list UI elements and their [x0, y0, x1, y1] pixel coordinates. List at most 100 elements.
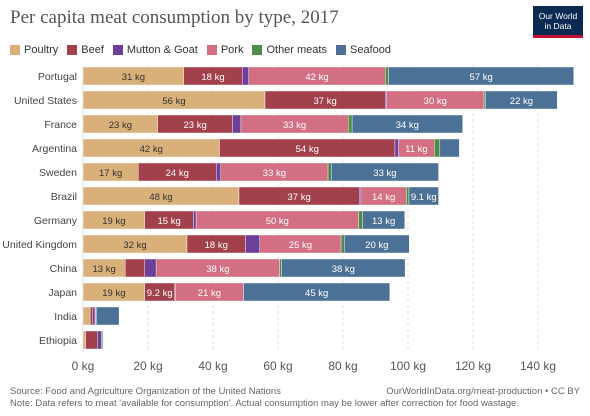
legend-label: Beef [81, 44, 104, 56]
category-label: United States [14, 95, 77, 107]
source-url[interactable]: OurWorldInData.org/meat-production • CC … [386, 386, 580, 397]
legend-item[interactable]: Other meats [252, 44, 327, 56]
data-label: 11 kg [405, 144, 428, 155]
bar-segment [340, 234, 345, 254]
data-label: 15 kg [158, 216, 181, 227]
data-label: 38 kg [206, 264, 229, 275]
legend-item[interactable]: Beef [67, 44, 104, 56]
data-label: 56 kg [162, 96, 185, 107]
data-label: 48 kg [149, 192, 172, 203]
legend-item[interactable]: Mutton & Goat [112, 44, 198, 56]
bar-segment [359, 186, 362, 206]
data-label: 13 kg [93, 264, 116, 275]
legend-swatch [112, 45, 123, 55]
bar-segment [483, 90, 486, 110]
data-label: 19 kg [102, 216, 125, 227]
bar-segment [485, 90, 558, 110]
category-label: United Kingdom [2, 239, 77, 251]
data-label: 9.1 kg [411, 192, 437, 203]
data-label: 38 kg [332, 264, 355, 275]
legend-label: Mutton & Goat [126, 44, 198, 56]
category-label: India [54, 311, 77, 323]
bar-segment [243, 282, 391, 302]
bar-segment [97, 330, 102, 350]
footnote: Note: Data refers to meat 'available for… [10, 398, 519, 409]
data-label: 21 kg [198, 288, 221, 299]
data-label: 42 kg [305, 72, 328, 83]
bar-segment [406, 186, 410, 206]
data-label: 9.2 kg [147, 288, 173, 299]
legend-swatch [206, 45, 217, 55]
bar-segment [394, 138, 399, 158]
x-tick-label: 60 kg [263, 359, 292, 373]
category-label: Brazil [51, 191, 77, 203]
data-label: 23 kg [184, 120, 207, 131]
x-tick-label: 20 kg [133, 359, 162, 373]
data-label: 17 kg [99, 168, 122, 179]
category-label: Ethiopia [39, 335, 77, 347]
data-label: 18 kg [201, 72, 224, 83]
bar-segment [434, 138, 441, 158]
data-label: 33 kg [283, 120, 306, 131]
legend: Poultry Beef Mutton & Goat Pork Other meats S… [10, 44, 391, 56]
bar-segment [89, 306, 93, 326]
bar-segment [331, 162, 439, 182]
data-label: 25 kg [289, 240, 312, 251]
data-label: 34 kg [396, 120, 419, 131]
legend-item[interactable]: Seafood [335, 44, 391, 56]
data-label: 24 kg [166, 168, 189, 179]
x-tick-label: 0 kg [72, 359, 95, 373]
data-label: 50 kg [266, 216, 289, 227]
logo-line-2: in Data [544, 21, 572, 31]
bar-segment [193, 210, 197, 230]
x-tick-label: 100 kg [390, 359, 426, 373]
legend-label: Pork [220, 44, 244, 56]
bar-segment [408, 186, 439, 206]
category-label: France [44, 119, 77, 131]
data-label: 42 kg [140, 144, 163, 155]
bar-segment [125, 258, 145, 278]
category-label: Japan [48, 287, 77, 299]
category-label: China [50, 263, 78, 275]
bar-segment [327, 162, 332, 182]
owid-logo[interactable]: Our World in Data [533, 6, 583, 38]
chart-title: Per capita meat consumption by type, 201… [10, 7, 339, 28]
legend-item[interactable]: Poultry [10, 44, 58, 56]
logo-line-1: Our World [538, 11, 578, 21]
bar-segment [85, 330, 98, 350]
bar-segment [344, 234, 410, 254]
legend-item[interactable]: Pork [206, 44, 244, 56]
source-note: Source: Food and Agriculture Organizatio… [10, 386, 281, 397]
data-label: 30 kg [424, 96, 447, 107]
bar-segment [242, 66, 249, 86]
x-tick-label: 40 kg [198, 359, 227, 373]
bar-segment [216, 162, 222, 182]
legend-label: Poultry [24, 44, 59, 56]
data-label: 18 kg [205, 240, 228, 251]
data-label: 57 kg [470, 72, 493, 83]
legend-label: Other meats [266, 44, 327, 56]
bar-segment [388, 66, 574, 86]
data-label: 37 kg [314, 96, 337, 107]
bar-segment [144, 258, 157, 278]
data-label: 31 kg [122, 72, 145, 83]
data-label: 54 kg [296, 144, 319, 155]
data-label: 23 kg [109, 120, 132, 131]
x-tick-label: 120 kg [455, 359, 491, 373]
data-label: 32 kg [123, 240, 146, 251]
bar-segment [385, 66, 389, 86]
data-label: 13 kg [372, 216, 395, 227]
x-tick-label: 140 kg [520, 359, 556, 373]
bar-segment [101, 330, 104, 350]
category-label: Portugal [38, 71, 77, 83]
bar-segment [348, 114, 353, 134]
bar-segment [232, 114, 242, 134]
data-label: 45 kg [305, 288, 328, 299]
bar-segment [439, 138, 460, 158]
category-label: Argentina [32, 143, 77, 155]
x-tick-label: 80 kg [328, 359, 357, 373]
legend-swatch [252, 45, 263, 55]
legend-swatch [67, 45, 78, 55]
bar-segment [82, 330, 86, 350]
